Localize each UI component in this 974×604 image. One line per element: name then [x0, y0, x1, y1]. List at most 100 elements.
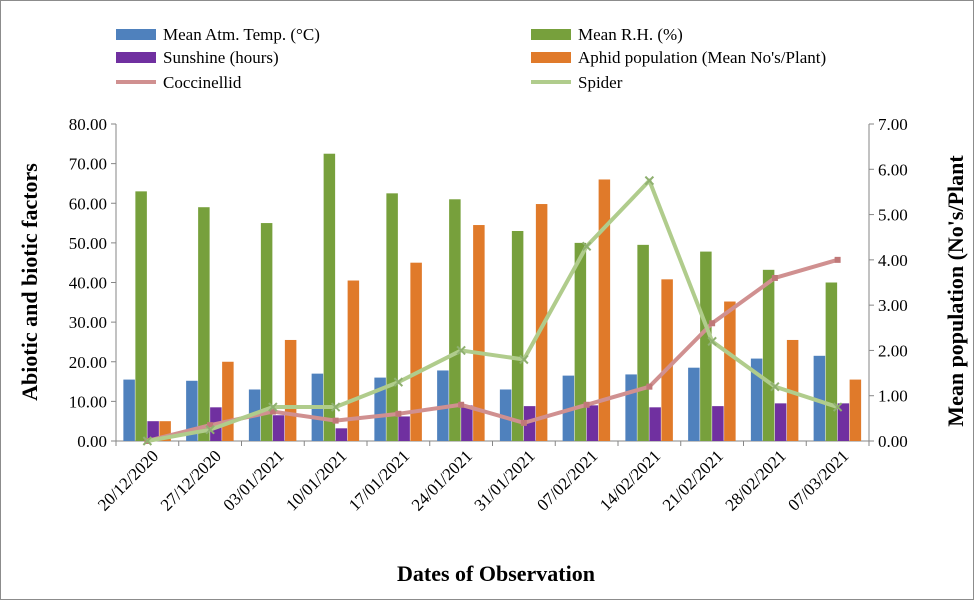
x-tick-label: 31/01/2021: [471, 446, 539, 514]
x-tick-label: 21/02/2021: [659, 446, 727, 514]
point-0-6: [520, 419, 527, 426]
y2-tick-label: 7.00: [878, 115, 908, 134]
legend-label-temp: Mean Atm. Temp. (°C): [163, 25, 320, 44]
point-1-4: [393, 377, 404, 387]
x-tick-label: 28/02/2021: [722, 446, 790, 514]
x-tick-label: 03/01/2021: [220, 446, 288, 514]
point-1-11: [832, 402, 843, 412]
bar-3-0: [159, 421, 171, 441]
x-tick-label: 17/01/2021: [345, 446, 413, 514]
point-0-1: [207, 422, 214, 429]
y2-tick-label: 6.00: [878, 160, 908, 179]
bar-3-7: [598, 179, 611, 441]
point-0-9: [709, 320, 716, 327]
bar-1-9: [700, 251, 712, 441]
y-tick-label: 50.00: [69, 234, 107, 253]
bar-1-1: [198, 207, 210, 441]
bar-2-11: [837, 403, 850, 441]
y2-tick-label: 3.00: [878, 296, 908, 315]
y-tick-label: 70.00: [69, 155, 107, 174]
point-1-8: [644, 175, 655, 186]
x-tick-label: 07/03/2021: [784, 446, 852, 514]
point-1-9: [707, 336, 717, 347]
y-tick-label: 40.00: [69, 274, 107, 293]
legend-label-sunshine: Sunshine (hours): [163, 48, 279, 67]
point-0-7: [583, 401, 590, 408]
bar-3-5: [473, 225, 485, 441]
legend-label-spider: Spider: [578, 73, 623, 92]
bar-2-8: [649, 407, 661, 441]
bar-0-10: [750, 358, 763, 441]
y2-tick-label: 2.00: [878, 341, 908, 360]
bar-3-1: [222, 361, 234, 441]
y-tick-label: 30.00: [69, 313, 107, 332]
bar-0-6: [499, 389, 512, 441]
y2-tick-label: 1.00: [878, 387, 908, 406]
bar-1-8: [637, 244, 649, 441]
line-1: [147, 178, 839, 443]
bar-2-9: [712, 406, 724, 441]
point-0-11: [834, 256, 841, 263]
y-tick-label: 20.00: [69, 353, 107, 372]
bar-0-9: [688, 367, 700, 441]
legend-label-rh: Mean R.H. (%): [578, 25, 683, 44]
bar-3-9: [724, 301, 736, 441]
point-1-5: [456, 345, 466, 356]
y-axis-title: Abiotic and biotic factors: [17, 163, 42, 401]
x-tick-label: 20/12/2020: [94, 446, 162, 514]
bar-3-11: [849, 379, 862, 441]
bar-1-3: [323, 153, 336, 441]
x-tick-label: 14/02/2021: [596, 446, 664, 514]
point-1-3: [330, 402, 341, 412]
line-0: [146, 257, 839, 443]
bar-1-6: [511, 230, 524, 441]
bar-1-5: [449, 199, 461, 441]
x-tick-label: 10/01/2021: [282, 446, 350, 514]
point-0-5: [458, 401, 465, 408]
bar-3-2: [284, 339, 297, 441]
bar-1-10: [762, 269, 775, 441]
bar-1-11: [825, 282, 838, 441]
point-0-10: [771, 274, 778, 281]
point-1-7: [581, 241, 592, 251]
y2-axis-title: Mean population (No's/Plant: [943, 155, 968, 427]
x-tick-label: 07/02/2021: [533, 446, 601, 514]
point-0-8: [646, 383, 653, 390]
point-0-3: [332, 417, 339, 424]
x-axis-title: Dates of Observation: [397, 561, 595, 586]
bar-0-4: [374, 377, 386, 441]
bar-2-7: [586, 405, 599, 441]
y-tick-label: 10.00: [69, 392, 107, 411]
y2-tick-label: 5.00: [878, 206, 908, 225]
point-0-4: [395, 410, 402, 417]
bar-3-8: [661, 279, 673, 441]
y-tick-label: 80.00: [69, 115, 107, 134]
y2-tick-label: 4.00: [878, 251, 908, 270]
point-1-10: [770, 381, 780, 392]
bar-1-0: [135, 191, 147, 441]
bar-2-0: [147, 421, 159, 441]
lines: [142, 175, 843, 446]
point-1-1: [205, 424, 215, 435]
legend-label-coccinellid: Coccinellid: [163, 73, 242, 92]
legend-swatch-aphid: [531, 52, 571, 63]
bar-0-0: [123, 379, 135, 441]
bar-1-7: [574, 242, 587, 441]
y-tick-label: 0.00: [77, 432, 107, 451]
y-tick-label: 60.00: [69, 194, 107, 213]
bar-0-8: [625, 374, 637, 441]
bar-3-6: [535, 204, 548, 441]
bar-1-4: [386, 193, 398, 441]
bar-2-6: [523, 406, 536, 441]
point-1-6: [519, 354, 529, 365]
legend-swatch-sunshine: [116, 52, 156, 63]
legend-swatch-temp: [116, 29, 156, 40]
axes: 0.00 10.00 20.00 30.00 40.00 50.00 60.00 70.00 8…: [69, 115, 908, 515]
point-1-2: [268, 402, 278, 412]
bar-2-5: [461, 405, 473, 441]
bar-1-2: [260, 223, 273, 441]
bar-0-1: [186, 380, 198, 441]
point-0-2: [269, 408, 276, 415]
